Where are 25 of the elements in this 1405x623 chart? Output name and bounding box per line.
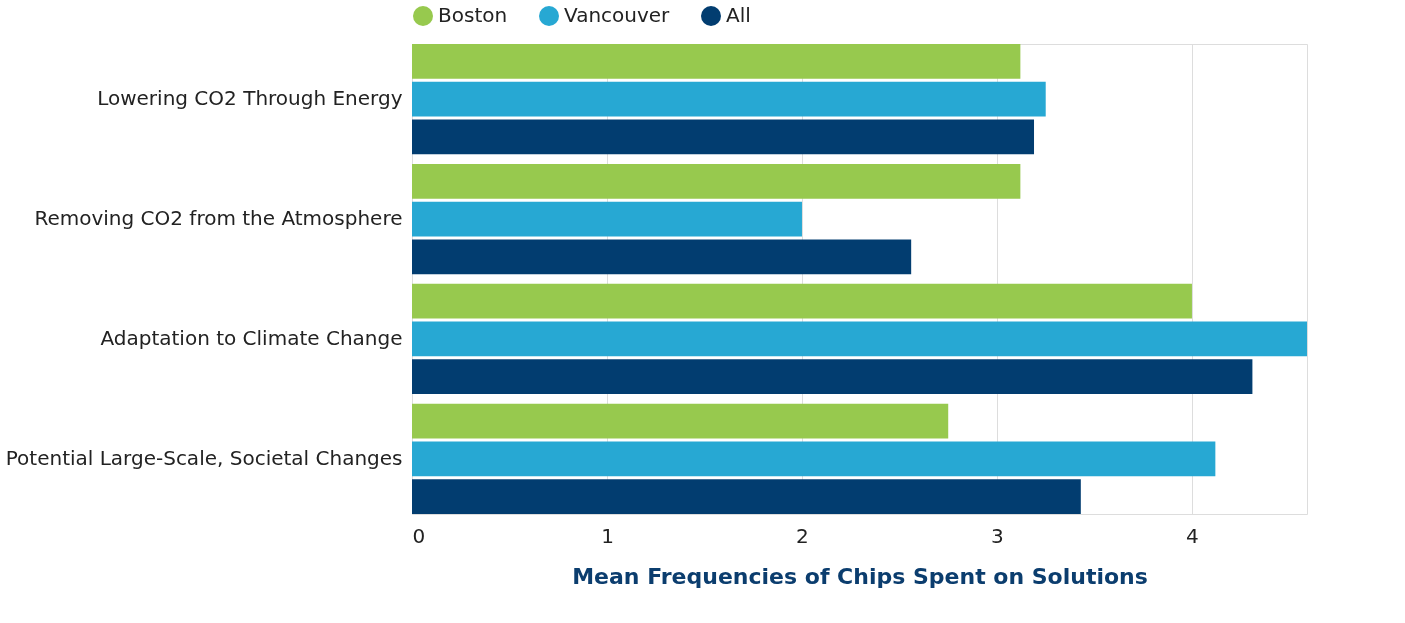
bar	[412, 81, 1046, 117]
legend-label: All	[726, 3, 751, 27]
bar	[412, 163, 1021, 199]
x-axis-title: Mean Frequencies of Chips Spent on Solutions	[572, 563, 1148, 589]
bar	[412, 201, 802, 237]
y-tick-label: Adaptation to Climate Change	[100, 325, 403, 350]
x-tick-label: 3	[991, 523, 1004, 548]
bar	[412, 403, 949, 439]
x-tick-label: 2	[796, 523, 809, 548]
bar	[412, 479, 1081, 514]
bar	[412, 119, 1035, 155]
bar	[412, 239, 912, 275]
y-tick-label: Potential Large-Scale, Societal Changes	[5, 445, 403, 470]
bar	[412, 44, 1021, 79]
bar	[412, 283, 1192, 319]
y-tick-label: Removing CO2 from the Atmosphere	[34, 206, 403, 231]
bar	[412, 441, 1216, 477]
x-tick-label: 0	[412, 523, 426, 548]
bar	[412, 321, 1307, 357]
x-tick-label: 4	[1186, 523, 1199, 548]
legend-label: Boston	[438, 3, 508, 27]
y-tick-label: Lowering CO2 Through Energy	[97, 86, 403, 111]
bar	[412, 359, 1253, 395]
x-tick-label: 1	[601, 523, 614, 548]
legend-label: Vancouver	[564, 3, 671, 27]
